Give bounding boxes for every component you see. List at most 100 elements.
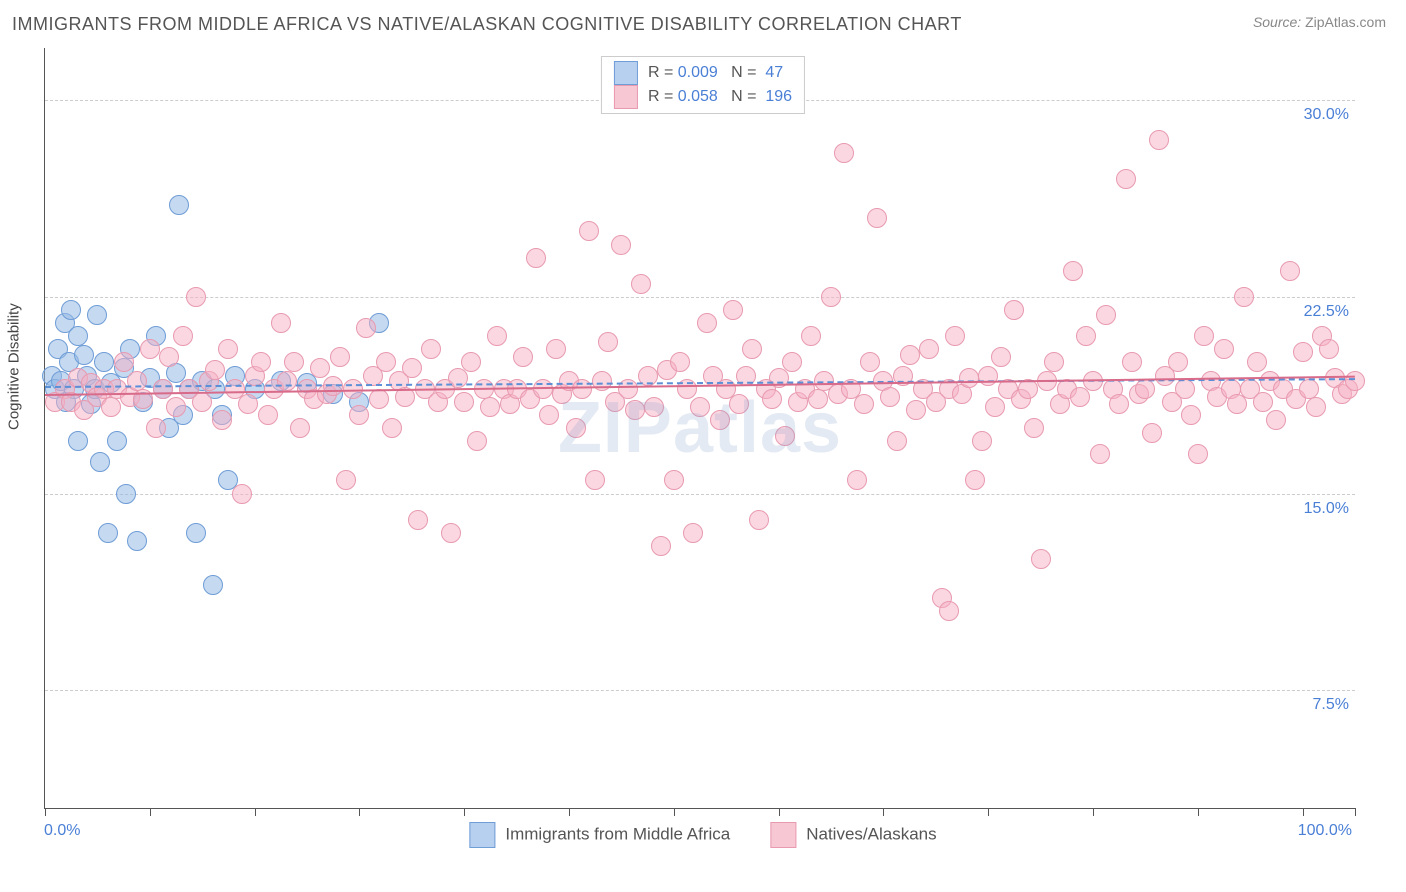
data-point: [258, 405, 278, 425]
legend-swatch: [614, 61, 638, 85]
data-point: [1319, 339, 1339, 359]
data-point: [611, 235, 631, 255]
data-point: [336, 470, 356, 490]
data-point: [598, 332, 618, 352]
data-point: [631, 274, 651, 294]
data-point: [349, 405, 369, 425]
x-tick: [255, 808, 256, 816]
x-tick: [569, 808, 570, 816]
data-point: [1135, 379, 1155, 399]
legend-swatch: [770, 822, 796, 848]
data-point: [513, 347, 533, 367]
data-point: [271, 313, 291, 333]
x-axis-max-label: 100.0%: [1298, 822, 1352, 840]
data-point: [1096, 305, 1116, 325]
data-point: [1168, 352, 1188, 372]
x-tick: [1355, 808, 1356, 816]
data-point: [376, 352, 396, 372]
data-point: [1306, 397, 1326, 417]
data-point: [461, 352, 481, 372]
data-point: [1194, 326, 1214, 346]
legend-stat-row: R = 0.009 N = 47: [614, 61, 792, 85]
data-point: [1031, 549, 1051, 569]
data-point: [107, 431, 127, 451]
data-point: [625, 400, 645, 420]
data-point: [959, 368, 979, 388]
data-point: [1004, 300, 1024, 320]
data-point: [762, 389, 782, 409]
x-tick: [1198, 808, 1199, 816]
data-point: [1109, 394, 1129, 414]
data-point: [1090, 444, 1110, 464]
data-point: [173, 326, 193, 346]
legend-swatch: [614, 85, 638, 109]
data-point: [218, 339, 238, 359]
data-point: [1299, 379, 1319, 399]
data-point: [212, 410, 232, 430]
x-tick: [988, 808, 989, 816]
data-point: [1227, 394, 1247, 414]
data-point: [127, 531, 147, 551]
data-point: [664, 470, 684, 490]
data-point: [860, 352, 880, 372]
x-tick: [150, 808, 151, 816]
data-point: [939, 601, 959, 621]
data-point: [1122, 352, 1142, 372]
data-point: [539, 405, 559, 425]
gridline-h: [45, 297, 1355, 298]
data-point: [526, 248, 546, 268]
data-point: [651, 536, 671, 556]
y-tick-label: 7.5%: [1313, 696, 1349, 714]
data-point: [487, 326, 507, 346]
data-point: [153, 379, 173, 399]
data-point: [203, 575, 223, 595]
data-point: [775, 426, 795, 446]
gridline-h: [45, 690, 1355, 691]
data-point: [834, 143, 854, 163]
y-tick-label: 22.5%: [1304, 303, 1349, 321]
legend-n-label: N =: [718, 88, 761, 106]
scatter-chart: ZIPatlas 7.5%15.0%22.5%30.0%: [44, 48, 1355, 809]
legend-label: Immigrants from Middle Africa: [505, 824, 730, 843]
legend-r-label: R =: [648, 88, 678, 106]
data-point: [566, 418, 586, 438]
data-point: [749, 510, 769, 530]
data-point: [454, 392, 474, 412]
data-point: [742, 339, 762, 359]
data-point: [729, 394, 749, 414]
data-point: [965, 470, 985, 490]
legend-item: Immigrants from Middle Africa: [469, 822, 730, 848]
data-point: [310, 358, 330, 378]
data-point: [1024, 418, 1044, 438]
data-point: [847, 470, 867, 490]
data-point: [945, 326, 965, 346]
x-tick: [464, 808, 465, 816]
data-point: [114, 352, 134, 372]
data-point: [906, 400, 926, 420]
data-point: [98, 523, 118, 543]
data-point: [1247, 352, 1267, 372]
y-tick-label: 15.0%: [1304, 500, 1349, 518]
x-tick: [359, 808, 360, 816]
data-point: [985, 397, 1005, 417]
data-point: [408, 510, 428, 530]
data-point: [1181, 405, 1201, 425]
data-point: [1293, 342, 1313, 362]
data-point: [402, 358, 422, 378]
legend-n-label: N =: [718, 64, 761, 82]
data-point: [238, 394, 258, 414]
data-point: [854, 394, 874, 414]
data-point: [290, 418, 310, 438]
data-point: [186, 287, 206, 307]
data-point: [116, 484, 136, 504]
data-point: [821, 287, 841, 307]
data-point: [1142, 423, 1162, 443]
data-point: [68, 326, 88, 346]
legend-series: Immigrants from Middle AfricaNatives/Ala…: [469, 822, 936, 848]
x-tick: [883, 808, 884, 816]
legend-stat-row: R = 0.058 N = 196: [614, 85, 792, 109]
data-point: [68, 431, 88, 451]
data-point: [140, 339, 160, 359]
data-point: [690, 397, 710, 417]
data-point: [192, 392, 212, 412]
